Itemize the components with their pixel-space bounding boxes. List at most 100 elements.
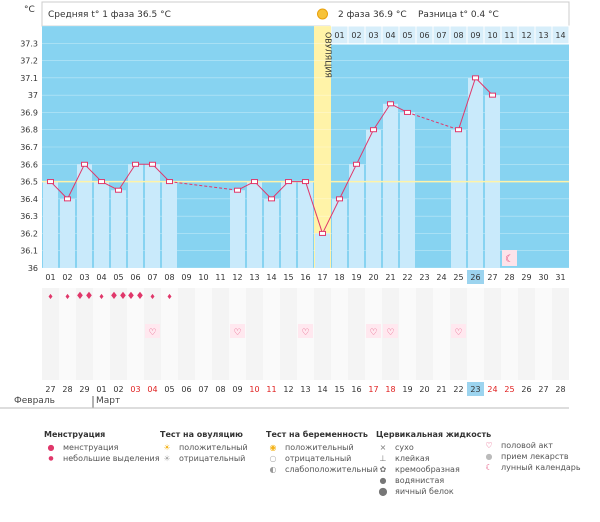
menstruation-drop-icon: ♦ [98, 293, 104, 301]
temp-point [455, 127, 462, 133]
phase1-label: Средняя t° 1 фаза 36.5 °C [48, 10, 171, 20]
legend-item: половой акт [501, 441, 553, 450]
menstruation-drop-icon: ♦ [166, 293, 172, 301]
temp-point [370, 127, 377, 133]
temp-point [81, 161, 88, 167]
calendar-date-label: 19 [402, 385, 412, 394]
legend-cervical-title: Цервикальная жидкость [376, 430, 492, 439]
temp-line [339, 164, 357, 200]
luteal-day-label: 03 [368, 31, 378, 40]
heart-cell [366, 324, 381, 338]
cycle-day-label: 20 [368, 273, 378, 282]
test-weak-icon: ◐ [269, 465, 277, 474]
calendar-date-label: 01 [96, 385, 106, 394]
calendar-date-label: 29 [79, 385, 89, 394]
moon-icon: ☾ [485, 463, 493, 472]
event-column [433, 288, 450, 380]
luteal-day-label: 10 [487, 31, 497, 40]
cycle-day-label: 14 [266, 273, 276, 282]
sticky-icon: ⊥ [379, 454, 387, 463]
cycle-day-label: 29 [521, 273, 531, 282]
y-unit-label: °C [24, 5, 35, 15]
cycle-day-label: 19 [351, 273, 361, 282]
event-column [246, 288, 263, 380]
calendar-date-label: 11 [266, 385, 276, 394]
legend-item: яичный белок [395, 487, 454, 496]
cycle-day-label: 07 [147, 273, 157, 282]
legend-menstruation-title: Менструация [44, 430, 106, 439]
temp-point [132, 161, 139, 167]
ovulation-band [314, 26, 331, 268]
cycle-day-label: 24 [436, 273, 446, 282]
calendar-date-label: 05 [164, 385, 174, 394]
legend-item: клейкая [395, 454, 430, 463]
temp-bar [400, 112, 415, 268]
cycle-day-label: 16 [300, 273, 310, 282]
calendar-date-label: 08 [215, 385, 225, 394]
temp-point [98, 179, 105, 185]
event-column [552, 288, 569, 380]
cycle-day-label: 10 [198, 273, 208, 282]
cycle-day-label: 30 [538, 273, 548, 282]
temp-point [489, 92, 496, 98]
egg-white-icon: ⬤ [378, 487, 388, 496]
event-column [195, 288, 212, 380]
calendar-date-label: 09 [232, 385, 242, 394]
y-tick-label: 37.3 [20, 39, 38, 48]
cycle-day-label: 25 [453, 273, 463, 282]
cycle-day-label: 03 [79, 273, 89, 282]
luteal-day-label: 12 [521, 31, 531, 40]
cycle-day-label: 15 [283, 273, 293, 282]
menstruation-drop-icon: ♦♦ [110, 291, 128, 302]
calendar-date-label: 07 [198, 385, 208, 394]
luteal-day-label: 05 [402, 31, 412, 40]
legend-ovulation-test: Тест на овуляцию ☀ положительный ☀ отрицат… [160, 430, 248, 464]
temp-bar [247, 181, 262, 268]
sun-positive-icon: ☀ [163, 443, 171, 452]
temp-line [373, 103, 391, 130]
cycle-day-label: 27 [487, 273, 497, 282]
temp-line [458, 77, 476, 130]
drop-heavy-icon: ● [47, 443, 55, 452]
cycle-day-label: 23 [419, 273, 429, 282]
cycle-day-label: 22 [402, 273, 412, 282]
ovulation-label: ОВУЛЯЦИЯ [324, 32, 333, 78]
menstruation-drop-icon: ♦ [149, 293, 155, 301]
test-negative-icon: ○ [269, 454, 277, 463]
cycle-day-label: 12 [232, 273, 242, 282]
luteal-day-label: 02 [351, 31, 361, 40]
moon-icon: ☾ [505, 254, 514, 265]
ovulation-sun-icon [317, 8, 328, 20]
sun-negative-icon: ☀ [163, 454, 171, 463]
temp-point [64, 196, 71, 202]
temp-line [305, 181, 323, 234]
y-tick-label: 37.1 [20, 74, 38, 83]
event-column [263, 288, 280, 380]
legend-item: отрицательный [179, 454, 246, 463]
event-column [59, 288, 76, 380]
cycle-day-label: 11 [215, 273, 225, 282]
temp-bar [468, 77, 483, 268]
temp-bar [77, 164, 92, 268]
cycle-day-label: 02 [62, 273, 72, 282]
heart-icon: ♡ [301, 328, 309, 338]
cycle-day-label: 13 [249, 273, 259, 282]
legend-menstruation: Менструация ● менструация ● небольшие выде… [44, 430, 160, 464]
legend-item: менструация [63, 443, 119, 452]
month-label-february: Февраль [14, 396, 55, 406]
temp-bar [315, 233, 330, 268]
event-column [280, 288, 297, 380]
temp-bar [383, 103, 398, 269]
temp-point [387, 101, 394, 107]
event-column [178, 288, 195, 380]
event-column [518, 288, 535, 380]
temp-bar [94, 181, 109, 268]
menstruation-drop-icon: ♦♦ [127, 291, 145, 302]
heart-cell [230, 324, 245, 338]
dry-icon: × [379, 443, 387, 452]
calendar-date-label: 27 [45, 385, 55, 394]
cycle-day-label: 05 [113, 273, 123, 282]
event-column [331, 288, 348, 380]
temp-point [285, 179, 292, 185]
temp-point [353, 161, 360, 167]
